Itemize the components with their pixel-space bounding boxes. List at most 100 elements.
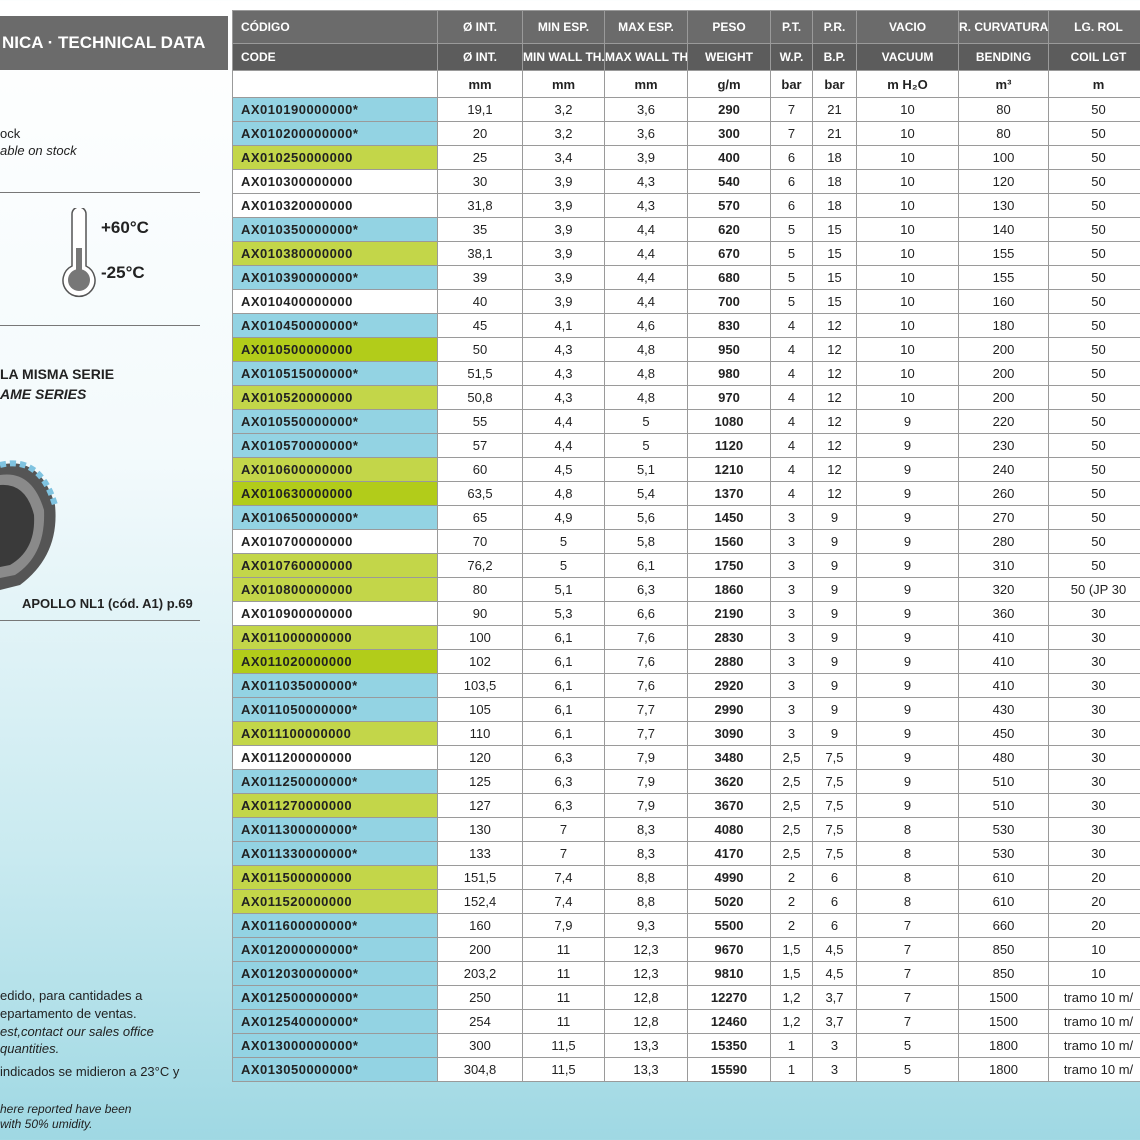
value-cell: 5,6 — [604, 505, 688, 530]
value-cell: 254 — [437, 1009, 523, 1034]
value-cell: 200 — [958, 337, 1049, 362]
data-row: AX010800000000 80 5,1 6,3 1860 3 9 9 320 50 (JP 3… — [232, 577, 1140, 602]
value-cell: 6,1 — [522, 625, 605, 650]
value-cell: 60 — [437, 457, 523, 482]
value-cell: 105 — [437, 697, 523, 722]
data-row: AX011500000000 151,5 7,4 8,8 4990 2 6 8 610 20 — [232, 865, 1140, 890]
value-cell: 10 — [856, 313, 959, 338]
value-cell: 1800 — [958, 1033, 1049, 1058]
value-cell: 1 — [770, 1057, 813, 1082]
value-cell: 10 — [856, 169, 959, 194]
value-cell: 10 — [856, 193, 959, 218]
hose-image — [0, 460, 58, 590]
value-cell: 50 — [437, 337, 523, 362]
value-cell: 3 — [812, 1057, 857, 1082]
value-cell: 1,5 — [770, 937, 813, 962]
value-cell: 152,4 — [437, 889, 523, 914]
value-cell: 180 — [958, 313, 1049, 338]
data-row: AX010320000000 31,8 3,9 4,3 570 6 18 10 130 50 — [232, 193, 1140, 218]
value-cell: 5 — [522, 553, 605, 578]
value-cell: 50 — [1048, 553, 1140, 578]
data-row: AX010600000000 60 4,5 5,1 1210 4 12 9 240 50 — [232, 457, 1140, 482]
value-cell: 7,9 — [604, 745, 688, 770]
value-cell: 3,4 — [522, 145, 605, 170]
header-row: CÓDIGO Ø INT. MIN ESP. MAX ESP. PESO P.T. P.R.… — [232, 10, 1140, 44]
value-cell: 9 — [812, 625, 857, 650]
value-cell: 30 — [1048, 793, 1140, 818]
value-cell: 4,3 — [522, 337, 605, 362]
value-cell: 9 — [812, 601, 857, 626]
unit: m³ — [958, 70, 1049, 98]
note: est,contact our sales office — [0, 1024, 154, 1039]
value-cell: 4,4 — [604, 265, 688, 290]
value-cell: 6 — [812, 889, 857, 914]
value-cell: 3 — [770, 697, 813, 722]
value-cell: 9 — [856, 529, 959, 554]
value-cell: 10 — [856, 385, 959, 410]
unit: mm — [604, 70, 688, 98]
code-cell: AX010320000000 — [232, 193, 438, 218]
value-cell: 970 — [687, 385, 771, 410]
value-cell: 7,9 — [604, 793, 688, 818]
value-cell: 57 — [437, 433, 523, 458]
value-cell: 9810 — [687, 961, 771, 986]
header-es: LG. ROL — [1048, 10, 1140, 44]
value-cell: 1500 — [958, 1009, 1049, 1034]
unit: mm — [522, 70, 605, 98]
header-en: B.P. — [812, 43, 857, 71]
value-cell: 3 — [770, 529, 813, 554]
value-cell: 7 — [856, 961, 959, 986]
value-cell: 50 — [1048, 169, 1140, 194]
value-cell: 6,1 — [522, 649, 605, 674]
value-cell: 51,5 — [437, 361, 523, 386]
value-cell: 12 — [812, 481, 857, 506]
value-cell: 12 — [812, 433, 857, 458]
data-row: AX010400000000 40 3,9 4,4 700 5 15 10 160 50 — [232, 289, 1140, 314]
value-cell: 9 — [856, 505, 959, 530]
unit: bar — [770, 70, 813, 98]
header-row: CODE Ø INT. MIN WALL TH. MAX WALL TH. WEIGHT… — [232, 43, 1140, 71]
data-row: AX011270000000 127 6,3 7,9 3670 2,5 7,5 9 510 30 — [232, 793, 1140, 818]
code-cell: AX010390000000* — [232, 265, 438, 290]
value-cell: 2 — [770, 889, 813, 914]
value-cell: 9 — [856, 745, 959, 770]
code-cell: AX011020000000 — [232, 649, 438, 674]
value-cell: 4,5 — [812, 937, 857, 962]
value-cell: 5 — [604, 409, 688, 434]
data-row: AX011330000000* 133 7 8,3 4170 2,5 7,5 8 530 30 — [232, 841, 1140, 866]
value-cell: 9 — [812, 505, 857, 530]
value-cell: 151,5 — [437, 865, 523, 890]
value-cell: 3670 — [687, 793, 771, 818]
header-es: R. CURVATURA — [958, 10, 1049, 44]
value-cell: 20 — [1048, 889, 1140, 914]
value-cell: 11 — [522, 937, 605, 962]
value-cell: 9 — [812, 697, 857, 722]
value-cell: 15350 — [687, 1033, 771, 1058]
value-cell: 3 — [770, 577, 813, 602]
code-cell: AX013000000000* — [232, 1033, 438, 1058]
units-blank — [232, 70, 438, 98]
value-cell: 2,5 — [770, 745, 813, 770]
value-cell: 4,3 — [604, 169, 688, 194]
value-cell: 3,9 — [522, 169, 605, 194]
value-cell: 2920 — [687, 673, 771, 698]
code-cell: AX010550000000* — [232, 409, 438, 434]
value-cell: 6 — [812, 865, 857, 890]
value-cell: 410 — [958, 649, 1049, 674]
unit: m H₂O — [856, 70, 959, 98]
value-cell: 10 — [856, 145, 959, 170]
value-cell: 7,5 — [812, 841, 857, 866]
value-cell: 7,9 — [604, 769, 688, 794]
value-cell: 430 — [958, 697, 1049, 722]
value-cell: 1800 — [958, 1057, 1049, 1082]
value-cell: 8 — [856, 817, 959, 842]
technical-table: CÓDIGO Ø INT. MIN ESP. MAX ESP. PESO P.T. P.R.… — [232, 10, 1140, 1082]
value-cell: 30 — [1048, 721, 1140, 746]
value-cell: 8 — [856, 889, 959, 914]
value-cell: 5020 — [687, 889, 771, 914]
value-cell: 38,1 — [437, 241, 523, 266]
value-cell: 13,3 — [604, 1057, 688, 1082]
value-cell: 21 — [812, 97, 857, 122]
code-cell: AX012500000000* — [232, 985, 438, 1010]
value-cell: 570 — [687, 193, 771, 218]
